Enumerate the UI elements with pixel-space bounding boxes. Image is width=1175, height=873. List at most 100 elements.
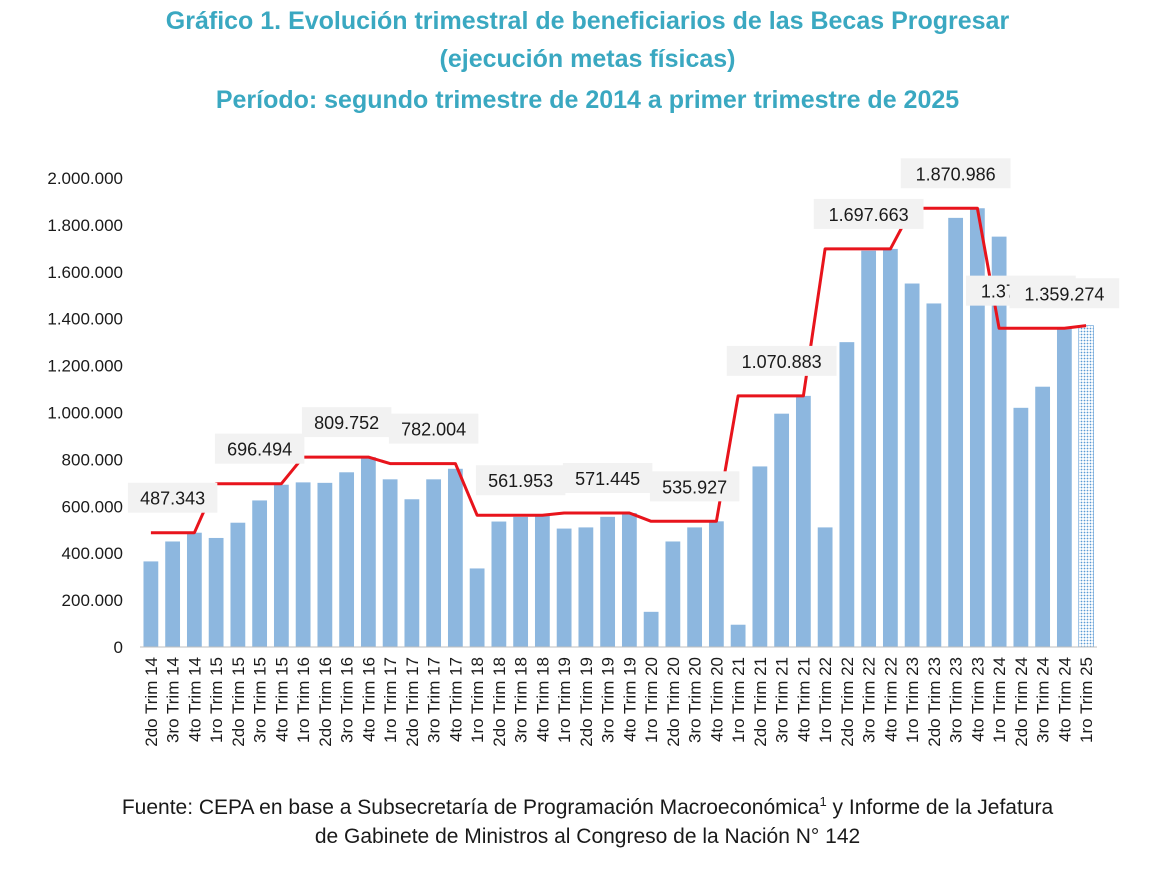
x-tick-label: 2do Trim 15 [229,657,248,747]
x-tick-label: 4to Trim 23 [968,657,987,742]
x-tick-label: 1ro Trim 17 [381,657,400,743]
x-tick-label: 2do Trim 20 [664,657,683,747]
bar [143,561,159,647]
data-label: 535.927 [649,471,740,502]
data-label-text: 782.004 [401,420,466,440]
data-label: 1.359.274 [1009,278,1120,309]
data-label-box [813,198,924,229]
bar [339,472,355,647]
x-tick-label: 1ro Trim 23 [903,657,922,743]
data-label-text: 487.343 [140,489,205,509]
bar [578,527,594,647]
chart-subtitle: (ejecución metas físicas) [439,45,736,73]
data-label-box [726,345,837,376]
y-tick-label: 1.800.000 [47,216,123,235]
bar [817,527,833,647]
data-label-text: 809.752 [314,413,379,433]
x-tick-label: 1ro Trim 22 [816,657,835,743]
bar [1013,407,1029,647]
x-tick-label: 4to Trim 19 [620,657,639,742]
bar [774,413,790,647]
x-axis: 2do Trim 14 3ro Trim 14 4to Trim 14 1ro Tri… [140,646,1097,747]
y-tick-label: 800.000 [62,450,123,469]
data-labels: 487.343 696.494 809.752 782.004 561.953 571.4… [127,158,1120,513]
bar [882,248,898,648]
x-tick-label: 3ro Trim 20 [686,657,705,743]
x-tick-label: 4to Trim 22 [881,657,900,742]
y-axis: 0 200.000 400.000 600.000 800.000 1.000.000 1.… [47,169,123,657]
x-tick-label: 1ro Trim 24 [990,657,1009,743]
bar [948,217,964,648]
bar [295,482,311,647]
x-tick-label: 4to Trim 20 [707,657,726,742]
source-text-tail: y Informe de la Jefatura [826,796,1054,819]
source-note-line2: de Gabinete de Ministros al Congreso de … [314,825,861,848]
bar [165,541,181,647]
bar [687,527,703,647]
bar [513,516,529,647]
data-label-text: 1.070.883 [742,352,822,372]
bar [730,624,746,647]
data-label-box [1009,278,1120,309]
x-tick-label: 4to Trim 24 [1055,657,1074,742]
bar [708,521,724,647]
footnote-marker: 1 [819,794,827,809]
bar [360,457,376,647]
x-tick-label: 3ro Trim 22 [860,657,879,743]
bar [186,532,202,647]
bar [317,482,333,647]
bar [752,466,768,647]
data-label-text: 696.494 [227,440,292,460]
bar [861,250,877,647]
step-line [150,206,1087,535]
data-label-box [649,471,740,502]
x-tick-label: 2do Trim 16 [316,657,335,747]
x-tick-label: 3ro Trim 21 [773,657,792,743]
bar [252,500,268,647]
bar [795,395,811,647]
data-label: 1.070.883 [726,345,837,376]
x-tick-label: 4to Trim 18 [533,657,552,742]
y-tick-label: 200.000 [62,591,123,610]
bar [600,516,616,647]
bar [991,236,1007,647]
x-tick-label: 1ro Trim 16 [294,657,313,743]
bar [1035,386,1051,647]
data-label-text: 1.870.986 [916,164,996,184]
bar-series [143,208,1094,648]
x-tick-label: 1ro Trim 19 [555,657,574,743]
bar [469,568,485,647]
y-tick-label: 600.000 [62,497,123,516]
data-label-box [475,465,566,496]
x-tick-label: 2do Trim 21 [751,657,770,747]
x-tick-label: 1ro Trim 21 [729,657,748,743]
y-tick-label: 400.000 [62,544,123,563]
data-label: 809.752 [301,407,392,438]
bar [1056,328,1072,647]
x-tick-label: 3ro Trim 23 [947,657,966,743]
bar [969,208,985,647]
data-label-box [127,482,218,513]
x-tick-label: 4to Trim 21 [794,657,813,742]
x-tick-label: 3ro Trim 14 [164,657,183,743]
source-note: Fuente: CEPA en base a Subsecretaría de … [0,785,1175,825]
x-tick-label: 2do Trim 24 [1012,657,1031,747]
bar [904,283,920,647]
y-tick-label: 1.200.000 [47,357,123,376]
x-tick-label: 4to Trim 14 [185,657,204,742]
x-tick-label: 3ro Trim 17 [425,657,444,743]
x-tick-label: 2do Trim 23 [925,657,944,747]
bar [404,499,420,647]
x-tick-label: 2do Trim 19 [577,657,596,747]
bar [839,342,855,647]
y-tick-label: 0 [114,638,123,657]
data-label: 1.697.663 [813,198,924,229]
y-tick-label: 1.000.000 [47,404,123,423]
source-text: Fuente: CEPA en base a Subsecretaría de … [121,796,820,819]
bar [208,537,224,647]
bar [556,528,572,647]
chart-period: Período: segundo trimestre de 2014 a pri… [215,86,960,114]
y-tick-label: 2.000.000 [47,169,123,188]
bar [926,303,942,647]
